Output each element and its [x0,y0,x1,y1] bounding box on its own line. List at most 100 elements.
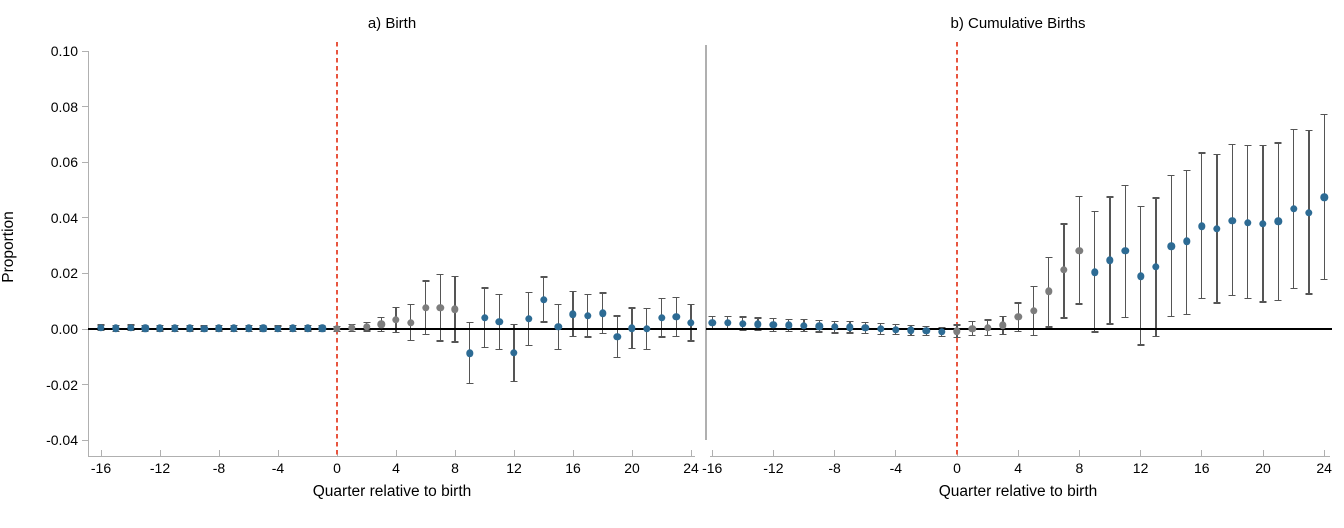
error-bar-cap-bottom [363,330,370,332]
x-tick [711,450,713,456]
error-bar-cap-top [392,306,400,309]
data-point-marker [259,324,267,332]
data-point-marker [613,333,621,341]
y-axis-line [88,51,90,456]
error-bar-cap-bottom [1014,330,1022,332]
error-bar-cap-top [907,324,915,327]
error-bar-cap-top [892,323,900,325]
data-point-marker [846,323,854,332]
error-bar-cap-bottom [1290,288,1298,290]
error-bar-cap-top [1244,144,1252,146]
error-bar-cap-top [1091,210,1099,213]
data-point-marker [407,318,415,327]
data-point-marker [1259,220,1267,228]
x-tick-label: 12 [1132,460,1149,476]
data-point-marker [815,322,823,330]
data-point-marker [1090,268,1099,276]
data-point-marker [1106,256,1114,265]
data-point-marker [1228,216,1237,225]
x-tick [895,450,897,456]
error-bar-cap-bottom [1320,278,1328,281]
data-point-marker [739,320,747,328]
x-tick-label: -4 [271,460,285,476]
error-bar-cap-top [599,292,606,294]
error-bar-cap-bottom [938,335,946,338]
error-bar-cap-top [922,325,930,327]
data-point-marker [999,321,1007,330]
panel-b-title: b) Cumulative Births [950,15,1086,32]
error-bar-cap-bottom [1259,301,1267,303]
data-point-marker [377,320,385,328]
error-bar-cap-top [377,316,385,318]
data-point-marker [1029,307,1038,315]
error-bar-cap-top [584,294,592,296]
error-bar-cap-top [1305,129,1313,132]
error-bar-cap-bottom [687,340,695,342]
data-point-marker [141,324,149,333]
x-tick-label: 4 [392,460,400,476]
data-point-marker [1167,242,1175,251]
data-point-marker [1274,217,1282,226]
data-point-marker [672,313,680,321]
x-tick [572,450,574,456]
data-point-marker [968,325,976,333]
error-bar-cap-bottom [1030,334,1037,337]
error-bar-cap-top [363,321,370,324]
data-point-marker [215,324,223,332]
error-bar-cap-bottom [984,335,992,337]
panel-b-x-axis-title: Quarter relative to birth [938,483,1098,500]
data-point-marker [861,324,869,332]
error-bar-cap-top [708,315,716,317]
data-point-marker [584,312,592,320]
error-bar-cap-bottom [599,332,606,334]
y-tick-label: 0.10 [50,43,78,59]
data-point-marker [244,324,253,333]
y-tick-label: -0.02 [46,376,78,393]
data-point-marker [348,324,356,332]
x-tick [218,450,220,456]
data-point-marker [510,349,518,357]
zero-line [88,328,697,330]
x-tick [1201,450,1203,456]
data-point-marker [830,323,839,331]
data-point-marker [657,314,666,322]
data-point-marker [892,325,900,334]
x-tick [513,450,515,456]
error-bar-cap-bottom [800,331,808,333]
error-bar-cap-bottom [658,336,665,338]
data-point-marker [495,318,503,326]
error-bar-cap-top [1228,144,1236,146]
error-bar-cap-top [1121,184,1129,186]
error-bar-cap-top [1030,285,1037,287]
x-tick-label: 20 [1255,460,1271,476]
error-bar-cap-top [877,323,884,325]
error-bar-cap-bottom [436,340,444,342]
y-tick [82,106,88,108]
x-tick [1262,450,1264,456]
error-bar-cap-top [1152,197,1160,199]
data-point-marker [171,324,179,333]
x-tick-label: 16 [565,460,581,476]
y-tick [82,439,88,441]
error-bar-cap-bottom [525,345,533,347]
error-bar-cap-bottom [831,332,839,334]
x-tick-label: 20 [624,460,640,476]
error-bar-cap-top [554,303,562,306]
data-point-marker [1045,287,1053,295]
x-tick-label: 24 [1316,460,1332,476]
error-bar-cap-top [1137,205,1145,208]
x-tick [395,450,397,456]
data-point-marker [156,324,164,332]
error-bar-cap-bottom [1198,298,1206,300]
x-tick-label: 4 [1014,460,1023,476]
data-point-marker [126,324,135,332]
error-bar-cap-bottom [613,356,621,359]
error-bar-cap-bottom [422,333,429,335]
data-point-marker [1243,219,1252,227]
data-point-marker [1136,272,1145,280]
x-tick [690,450,692,456]
event-time-line [956,42,958,455]
error-bar-cap-top [687,303,695,305]
error-bar-cap-top [1014,302,1022,304]
